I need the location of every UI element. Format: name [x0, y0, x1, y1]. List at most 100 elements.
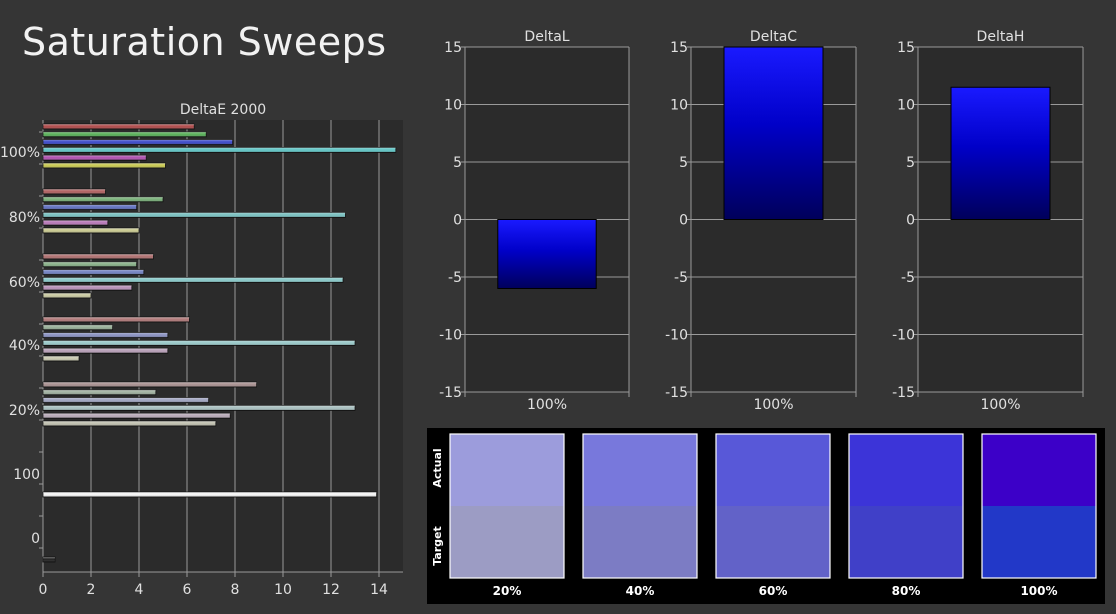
- deltae-bar-shade: [43, 261, 137, 267]
- x-category-label: 100%: [980, 397, 1020, 413]
- deltae-bar-shade: [43, 332, 168, 338]
- swatch-actual: [982, 434, 1096, 506]
- deltae-bar-shade: [43, 269, 144, 275]
- group-label: 60%: [9, 275, 40, 291]
- group-label: 80%: [9, 210, 40, 226]
- swatch-label: 60%: [759, 584, 788, 598]
- y-tick-label: -10: [892, 328, 915, 344]
- x-tick-label: 10: [274, 582, 292, 598]
- swatch-actual: [716, 434, 830, 506]
- deltae-bar-shade: [43, 340, 355, 346]
- swatch-border: [582, 433, 698, 579]
- y-tick-label: 15: [444, 40, 462, 56]
- deltae-bar-shade: [43, 277, 343, 283]
- swatch-border: [981, 433, 1097, 579]
- deltae-bar-shade: [43, 492, 377, 497]
- swatch-label: 20%: [493, 584, 522, 598]
- x-tick-label: 8: [231, 582, 240, 598]
- swatch-panel: Actual Target 20% 40% 60% 80% 100%: [427, 428, 1105, 604]
- row-label-actual: Actual: [431, 448, 444, 487]
- deltae-bar-shade: [43, 405, 355, 411]
- y-tick-label: 10: [897, 98, 915, 114]
- deltae-bar-shade: [43, 228, 139, 233]
- y-tick-label: 5: [453, 155, 462, 171]
- y-tick-label: -15: [439, 385, 462, 401]
- x-tick-label: 0: [39, 582, 48, 598]
- row-label-target: Target: [431, 526, 444, 566]
- deltae-bar-shade: [43, 389, 156, 395]
- x-category-label: 100%: [527, 397, 567, 413]
- deltae-bar-shade: [43, 131, 207, 137]
- deltae-bar-shade: [43, 204, 137, 210]
- y-tick-label: -5: [901, 270, 915, 286]
- deltae-bar-shade: [43, 124, 195, 129]
- y-tick-label: 0: [679, 213, 688, 229]
- deltae-bar-shade: [43, 196, 163, 202]
- chart-title: DeltaH: [977, 29, 1025, 45]
- y-tick-label: -15: [892, 385, 915, 401]
- x-tick-label: 12: [322, 582, 340, 598]
- deltae-bar-shade: [43, 397, 209, 403]
- y-tick-label: 5: [679, 155, 688, 171]
- deltae-bar-shade: [43, 421, 216, 426]
- swatch-target: [716, 506, 830, 578]
- group-label: 0: [31, 531, 40, 547]
- deltae-bar-shade: [43, 413, 231, 419]
- deltah-chart: 15 10 5 0 -5 -10 -15 DeltaH 100%: [892, 29, 1084, 413]
- deltae-bar-shade: [43, 163, 166, 168]
- deltac-chart: 15 10 5 0 -5 -10 -15 DeltaC 100%: [665, 29, 857, 413]
- deltal-chart: 15 10 5 0 -5 -10 -15 DeltaL 100%: [439, 29, 630, 413]
- page-title: Saturation Sweeps: [22, 20, 387, 64]
- y-tick-label: -15: [665, 385, 688, 401]
- group-label: 40%: [9, 338, 40, 354]
- y-tick-label: -5: [448, 270, 462, 286]
- swatch-target: [982, 506, 1096, 578]
- swatch-label: 40%: [626, 584, 655, 598]
- y-tick-label: 5: [906, 155, 915, 171]
- deltae-bar-shade: [43, 356, 79, 361]
- swatch-border: [848, 433, 964, 579]
- swatch-border: [449, 433, 565, 579]
- x-tick-label: 4: [135, 582, 144, 598]
- y-tick-label: 10: [670, 98, 688, 114]
- y-tick-label: 0: [453, 213, 462, 229]
- swatch-target: [849, 506, 963, 578]
- deltae-bar-shade: [43, 324, 113, 330]
- swatch-label: 100%: [1020, 584, 1057, 598]
- y-tick-label: -5: [674, 270, 688, 286]
- deltae-bar-shade: [43, 285, 132, 291]
- y-tick-label: 0: [906, 213, 915, 229]
- plot-area: [43, 120, 403, 572]
- swatch-label: 80%: [892, 584, 921, 598]
- x-tick-label: 2: [87, 582, 96, 598]
- deltae-bar-shade: [43, 147, 396, 153]
- deltae-bar-shade: [43, 557, 55, 562]
- group-label: 20%: [9, 403, 40, 419]
- deltae-bar-shade: [43, 254, 154, 259]
- swatch-target: [450, 506, 564, 578]
- swatch-actual: [583, 434, 697, 506]
- deltae-bar-shade: [43, 382, 257, 387]
- y-tick-label: 15: [670, 40, 688, 56]
- x-tick-label: 6: [183, 582, 192, 598]
- delta-bar: [950, 86, 1051, 220]
- deltae-bar-shade: [43, 189, 106, 194]
- chart-title: DeltaC: [750, 29, 797, 45]
- y-tick-label: -10: [665, 328, 688, 344]
- chart-title: DeltaL: [524, 29, 569, 45]
- chart-title: DeltaE 2000: [180, 102, 266, 118]
- group-label: 100%: [0, 145, 40, 161]
- delta-bar: [497, 219, 597, 289]
- deltae-bar-shade: [43, 220, 108, 226]
- y-tick-label: 10: [444, 98, 462, 114]
- deltae-bar-shade: [43, 139, 233, 145]
- deltae-bar-shade: [43, 293, 91, 298]
- y-tick-label: -10: [439, 328, 462, 344]
- x-category-label: 100%: [753, 397, 793, 413]
- deltae-bar-shade: [43, 155, 147, 161]
- swatch-target: [583, 506, 697, 578]
- swatch-actual: [849, 434, 963, 506]
- deltae-bar-shade: [43, 348, 168, 354]
- deltae-bar-shade: [43, 212, 346, 218]
